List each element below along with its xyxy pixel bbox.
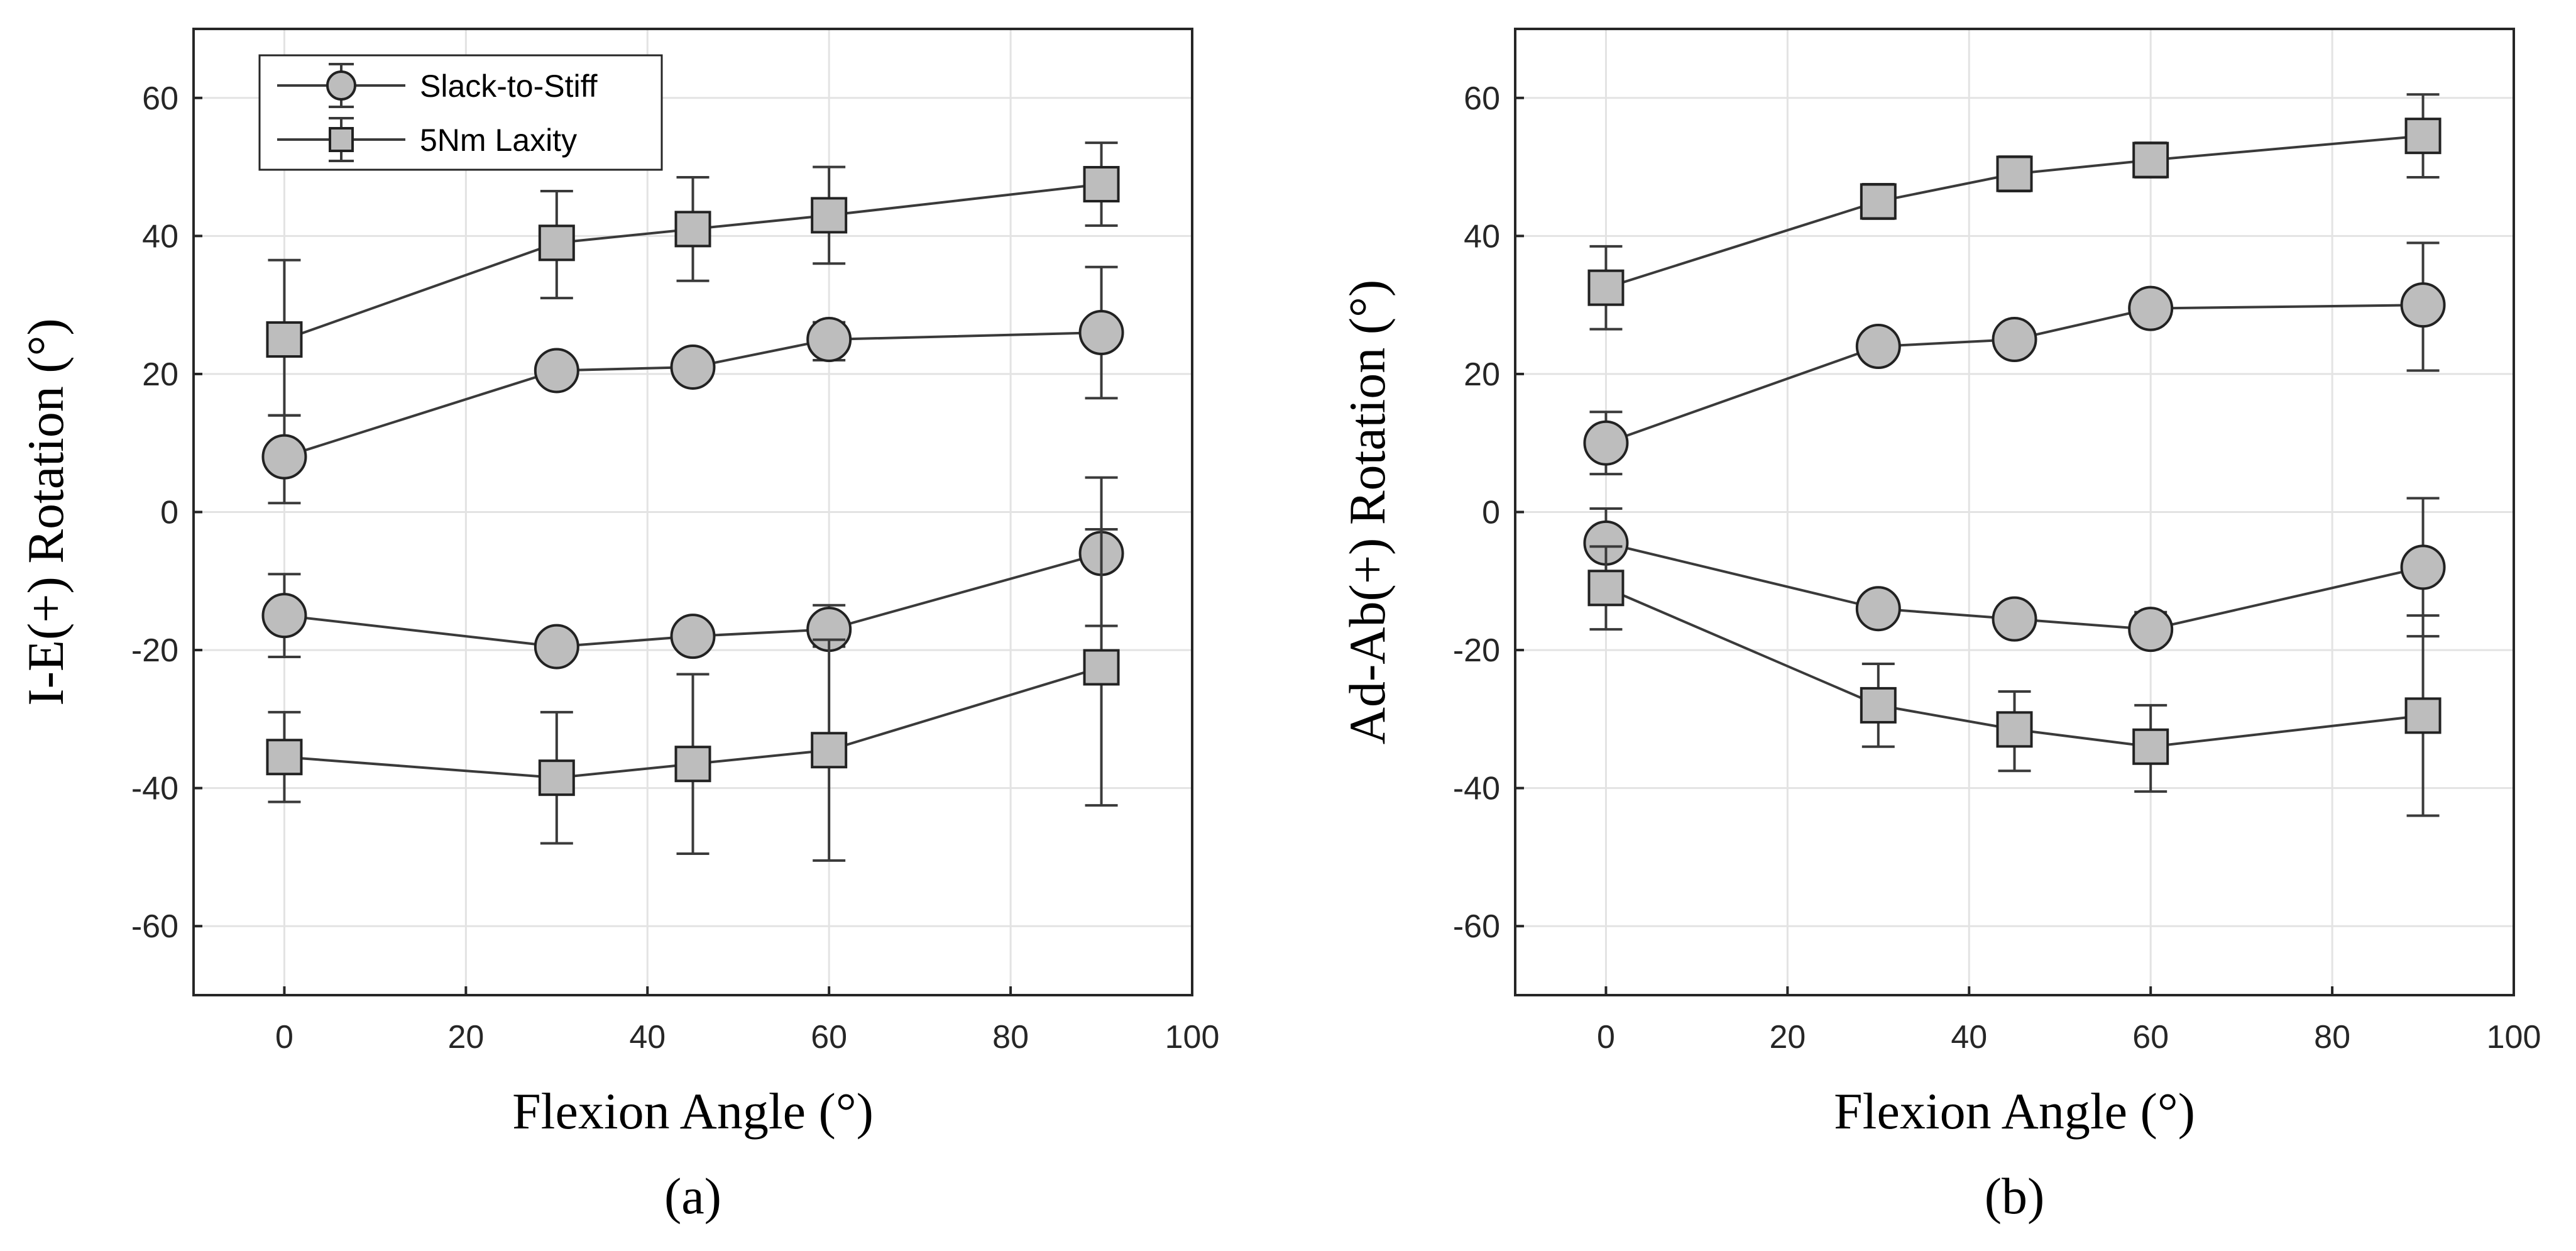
x-tick-label: 20 [447,1019,484,1055]
data-point-square [1860,686,1897,724]
x-tick-label: 20 [1769,1019,1806,1055]
y-tick-label: -20 [1453,632,1500,669]
data-point-circle [1855,586,1901,632]
x-tick-label: 40 [1951,1019,1987,1055]
x-tick-label: 100 [2487,1019,2541,1055]
data-point-square [2132,728,2169,765]
y-tick-label: -20 [131,632,178,669]
data-point-circle [1992,317,2037,363]
x-axis-title: Flexion Angle (°) [1834,1083,2195,1140]
x-tick-label: 60 [811,1019,847,1055]
data-point-square [811,197,848,234]
data-point-square [538,224,575,262]
data-point-circle [534,624,579,670]
y-tick-label: 60 [1464,80,1500,117]
data-point-square [266,321,303,358]
data-point-square [2404,697,2442,734]
data-point-circle [1855,324,1901,370]
y-tick-label: 40 [1464,218,1500,255]
x-tick-label: 60 [2132,1019,2169,1055]
data-point-square [1996,711,2033,748]
data-point-square [2132,141,2169,179]
series-slack-to-stiff-external [261,265,1124,505]
y-axis-title: Ad-Ab(+) Rotation (°) [1339,280,1396,744]
data-point-circle [2400,544,2446,590]
data-point-square [1860,183,1897,220]
series-slack-to-stiff-adduction [1583,497,2446,653]
data-point-square [1083,649,1120,686]
y-tick-label: 20 [142,356,178,393]
panel-label: (b) [1985,1167,2045,1225]
x-tick-label: 100 [1165,1019,1220,1055]
series-5nm-laxity-external [266,141,1120,417]
data-point-circle [1992,596,2037,642]
data-point-square [811,732,848,769]
data-point-circle [2128,285,2174,331]
data-point-circle [670,614,716,659]
data-point-square [266,739,303,776]
y-tick-label: 0 [160,495,178,531]
data-point-square [674,211,711,248]
data-point-circle [806,317,852,363]
data-point-circle [1078,310,1124,356]
series-5nm-laxity-adduction [1587,545,2442,817]
data-point-circle [670,344,716,390]
axes-box [1514,28,2515,996]
data-point-circle [261,434,307,480]
data-point-square [1996,155,2033,192]
y-tick-label: 20 [1464,356,1500,393]
series-5nm-laxity-internal [266,527,1120,862]
data-point-circle [2128,607,2174,653]
y-tick-label: -60 [1453,908,1500,945]
x-tick-label: 0 [275,1019,293,1055]
data-point-square [538,759,575,796]
legend-marker-square [329,127,354,152]
data-point-circle [1583,420,1629,466]
x-tick-label: 80 [992,1019,1029,1055]
data-point-circle [534,348,579,394]
y-tick-label: -40 [131,771,178,807]
y-tick-label: -60 [131,908,178,945]
y-tick-label: 0 [1482,495,1500,531]
panel-a: 0 20 40 60 80 100 -60 -40 -20 0 20 40 60 Flexion Angl… [17,28,1220,1225]
legend-label: Slack-to-Stiff [420,69,598,104]
axes-box [192,28,1193,996]
legend-label: 5Nm Laxity [420,123,577,158]
data-point-square [1587,269,1625,306]
legend: Slack-to-Stiff 5Nm Laxity [258,54,663,171]
data-point-square [2404,118,2442,155]
y-axis-title: I-E(+) Rotation (°) [17,318,74,705]
data-point-circle [261,593,307,639]
y-tick-label: -40 [1453,771,1500,807]
x-axis-title: Flexion Angle (°) [512,1083,874,1140]
x-tick-label: 0 [1597,1019,1615,1055]
x-tick-label: 80 [2314,1019,2350,1055]
panel-label: (a) [664,1167,721,1225]
x-tick-label: 40 [629,1019,666,1055]
series-slack-to-stiff-abduction [1583,241,2446,476]
legend-box [258,54,663,171]
data-point-square [1083,166,1120,203]
data-point-square [1587,570,1625,607]
y-tick-label: 40 [142,218,178,255]
y-tick-label: 60 [142,80,178,117]
data-point-circle [2400,282,2446,328]
panel-b: 0 20 40 60 80 100 -60 -40 -20 0 20 40 60 Flexion Angl… [1339,28,2541,1225]
legend-marker-circle [326,70,356,101]
data-point-square [674,746,711,783]
series-5nm-laxity-abduction [1587,93,2442,331]
